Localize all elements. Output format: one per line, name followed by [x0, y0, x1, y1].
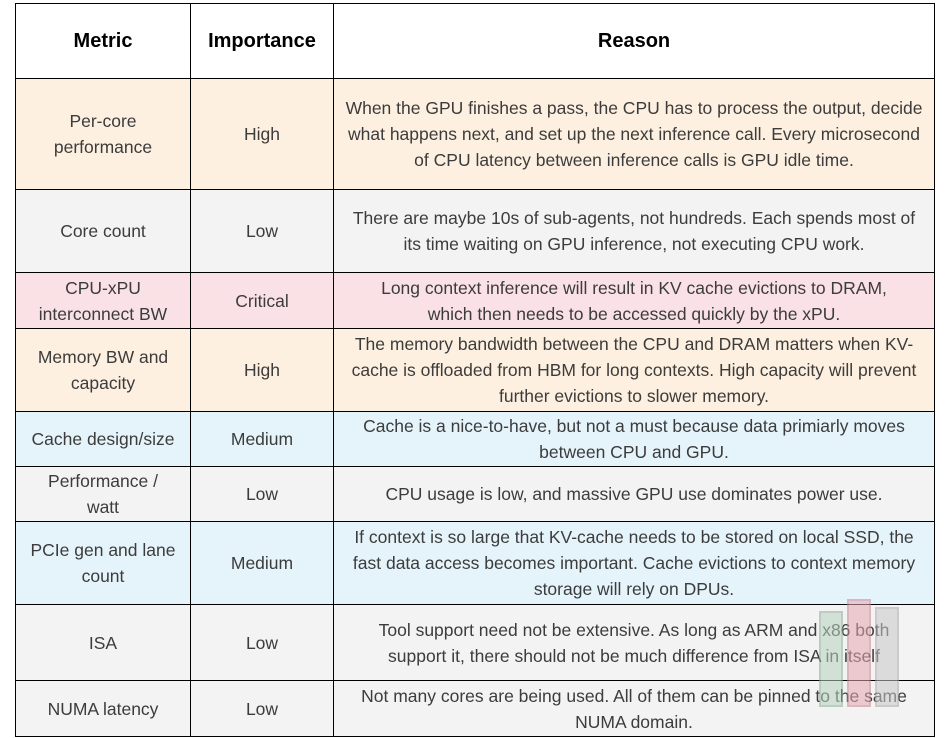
- reason-cell: CPU usage is low, and massive GPU use do…: [333, 466, 935, 522]
- importance-cell: Low: [190, 604, 334, 681]
- metric-cell: Per-core performance: [15, 78, 191, 190]
- reason-cell: Long context inference will result in KV…: [333, 272, 935, 329]
- reason-cell: Tool support need not be extensive. As l…: [333, 604, 935, 681]
- importance-cell: Low: [190, 189, 334, 273]
- table-row: NUMA latency Low Not many cores are bein…: [15, 680, 935, 737]
- importance-cell: Medium: [190, 521, 334, 605]
- metric-cell: CPU-xPU interconnect BW: [15, 272, 191, 329]
- reason-cell: When the GPU finishes a pass, the CPU ha…: [333, 78, 935, 190]
- metric-cell: Performance / watt: [15, 466, 191, 522]
- header-metric: Metric: [15, 3, 191, 79]
- importance-cell: Medium: [190, 411, 334, 467]
- reason-cell: If context is so large that KV-cache nee…: [333, 521, 935, 605]
- header-importance: Importance: [190, 3, 334, 79]
- importance-cell: Low: [190, 680, 334, 737]
- reason-cell: The memory bandwidth between the CPU and…: [333, 328, 935, 412]
- metric-cell: ISA: [15, 604, 191, 681]
- table-row: PCIe gen and lane count Medium If contex…: [15, 521, 935, 605]
- table-row: Core count Low There are maybe 10s of su…: [15, 189, 935, 273]
- table-row: Performance / watt Low CPU usage is low,…: [15, 466, 935, 522]
- importance-cell: High: [190, 328, 334, 412]
- table-row: Cache design/size Medium Cache is a nice…: [15, 411, 935, 467]
- table-row: CPU-xPU interconnect BW Critical Long co…: [15, 272, 935, 329]
- reason-cell: Not many cores are being used. All of th…: [333, 680, 935, 737]
- importance-cell: Low: [190, 466, 334, 522]
- header-reason: Reason: [333, 3, 935, 79]
- metric-cell: Cache design/size: [15, 411, 191, 467]
- importance-cell: High: [190, 78, 334, 190]
- table-row: ISA Low Tool support need not be extensi…: [15, 604, 935, 681]
- table-row: Memory BW and capacity High The memory b…: [15, 328, 935, 412]
- metrics-table: Metric Importance Reason Per-core perfor…: [15, 3, 935, 737]
- metric-cell: NUMA latency: [15, 680, 191, 737]
- metric-cell: Memory BW and capacity: [15, 328, 191, 412]
- importance-cell: Critical: [190, 272, 334, 329]
- metric-cell: Core count: [15, 189, 191, 273]
- reason-cell: Cache is a nice-to-have, but not a must …: [333, 411, 935, 467]
- header-row: Metric Importance Reason: [15, 3, 935, 79]
- table-row: Per-core performance High When the GPU f…: [15, 78, 935, 190]
- metric-cell: PCIe gen and lane count: [15, 521, 191, 605]
- reason-cell: There are maybe 10s of sub-agents, not h…: [333, 189, 935, 273]
